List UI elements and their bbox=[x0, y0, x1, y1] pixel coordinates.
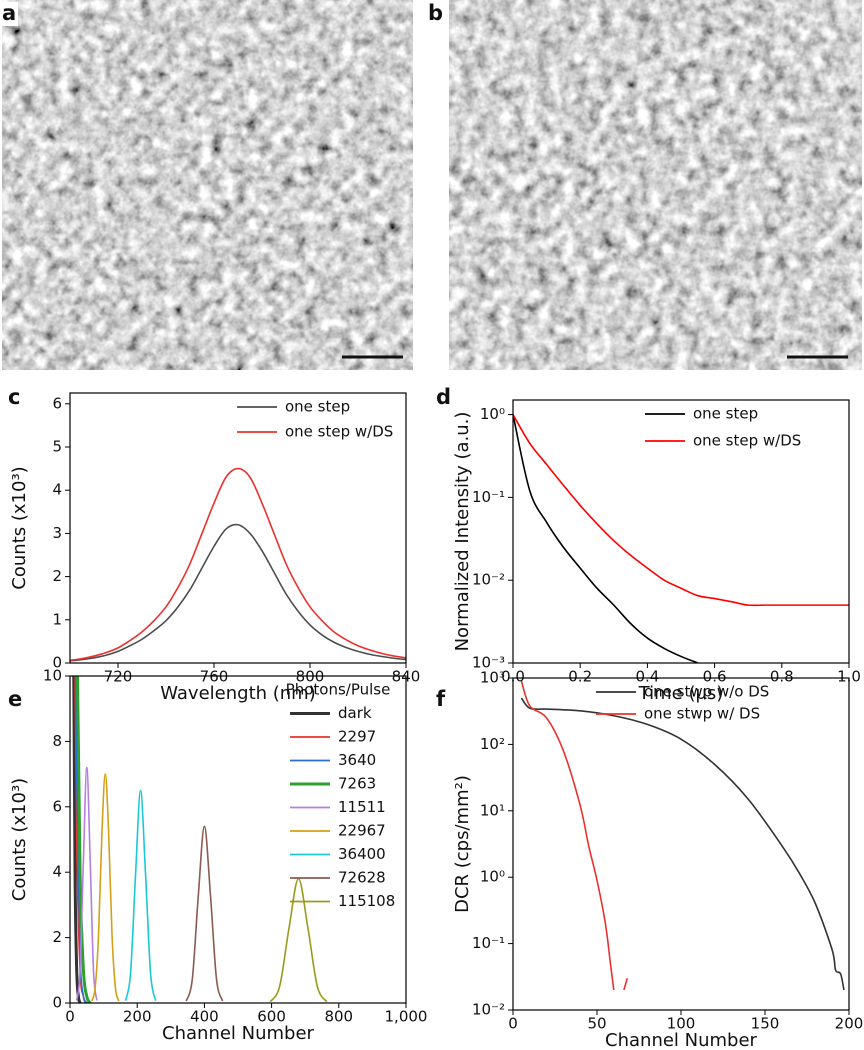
x-tick-label: 0 bbox=[508, 1015, 518, 1033]
y-tick-label: 6 bbox=[52, 797, 62, 815]
data-line bbox=[70, 467, 406, 662]
data-line bbox=[513, 414, 849, 607]
legend-label: one step bbox=[285, 398, 350, 416]
data-line bbox=[124, 789, 157, 1001]
legend-label: 2297 bbox=[338, 728, 376, 746]
legend-label: 3640 bbox=[338, 751, 376, 769]
data-line bbox=[91, 773, 120, 1002]
data-line bbox=[72, 676, 82, 1003]
legend-label: 11511 bbox=[338, 798, 386, 816]
sem-image bbox=[449, 0, 862, 370]
legend-label: 72628 bbox=[338, 869, 386, 887]
x-axis-title: Wavelength (nm) bbox=[160, 683, 316, 704]
x-tick-label: 200 bbox=[835, 1015, 864, 1033]
x-tick-label: 0.6 bbox=[703, 668, 727, 686]
data-line bbox=[269, 877, 328, 1003]
panel-label: b bbox=[428, 1, 443, 25]
data-line bbox=[520, 697, 845, 991]
y-tick-label: 10⁻¹ bbox=[472, 934, 505, 952]
y-axis-title: Normalized Intensity (a.u.) bbox=[452, 412, 473, 652]
axes-frame bbox=[69, 392, 407, 664]
x-tick-label: 0.8 bbox=[770, 668, 794, 686]
y-axis-title: Counts (x10³) bbox=[9, 466, 30, 589]
panel-label: d bbox=[436, 385, 451, 409]
x-tick-label: 200 bbox=[123, 1008, 152, 1026]
legend-label: dark bbox=[338, 704, 372, 722]
plot-area bbox=[72, 676, 328, 1003]
legend-title: Photons/Pulse bbox=[286, 681, 391, 699]
legend-label: 22967 bbox=[338, 822, 386, 840]
data-line bbox=[70, 523, 406, 662]
x-axis-title: Time (μs) bbox=[638, 683, 724, 704]
y-tick-label: 5 bbox=[52, 438, 62, 456]
x-tick-label: 400 bbox=[190, 1008, 219, 1026]
data-line bbox=[520, 680, 615, 991]
y-tick-label: 3 bbox=[52, 524, 62, 542]
x-axis-title: Channel Number bbox=[162, 1023, 315, 1044]
y-tick-label: 0 bbox=[52, 654, 62, 672]
y-tick-label: 10⁻¹ bbox=[472, 488, 505, 506]
y-tick-label: 4 bbox=[52, 481, 62, 499]
y-tick-label: 2 bbox=[52, 928, 62, 946]
x-tick-label: 800 bbox=[324, 1008, 353, 1026]
data-line bbox=[74, 676, 88, 1003]
y-tick-label: 10⁻² bbox=[472, 571, 505, 589]
data-line bbox=[623, 978, 629, 991]
panel-label: c bbox=[8, 385, 20, 409]
panel-label: a bbox=[2, 1, 16, 25]
y-tick-label: 10¹ bbox=[480, 801, 505, 819]
plot-area bbox=[513, 414, 849, 663]
label-background bbox=[0, 2, 18, 26]
x-tick-label: 50 bbox=[587, 1015, 606, 1033]
y-tick-label: 0 bbox=[52, 994, 62, 1012]
panel-label: e bbox=[8, 687, 22, 711]
x-tick-label: 600 bbox=[257, 1008, 286, 1026]
x-tick-label: 1.0 bbox=[837, 668, 861, 686]
y-tick-label: 2 bbox=[52, 567, 62, 585]
sem-image bbox=[2, 0, 413, 370]
data-line bbox=[513, 414, 699, 663]
y-tick-label: 10³ bbox=[480, 669, 505, 687]
y-tick-label: 10² bbox=[480, 735, 505, 753]
data-line bbox=[185, 825, 224, 1002]
legend-label: one step bbox=[693, 405, 758, 423]
data-line bbox=[76, 676, 92, 1003]
x-tick-label: 100 bbox=[667, 1015, 696, 1033]
panel-label: f bbox=[436, 687, 446, 711]
y-tick-label: 10 bbox=[43, 667, 62, 685]
plot-area bbox=[70, 467, 406, 662]
legend-label: one stwp w/o DS bbox=[644, 683, 769, 701]
y-tick-label: 6 bbox=[52, 394, 62, 412]
x-axis-title: Channel Number bbox=[605, 1030, 758, 1050]
plot-area bbox=[520, 680, 845, 991]
y-tick-label: 8 bbox=[52, 732, 62, 750]
y-tick-label: 10⁰ bbox=[480, 405, 505, 423]
legend-label: 7263 bbox=[338, 775, 376, 793]
legend-label: 115108 bbox=[338, 892, 395, 910]
axes-frame bbox=[69, 675, 407, 1004]
legend-label: 36400 bbox=[338, 845, 386, 863]
x-tick-label: 0.0 bbox=[501, 668, 525, 686]
label-background bbox=[426, 2, 446, 26]
y-tick-label: 4 bbox=[52, 863, 62, 881]
y-tick-label: 10⁰ bbox=[480, 868, 505, 886]
x-tick-label: 1,000 bbox=[385, 1008, 428, 1026]
y-tick-label: 10⁻² bbox=[472, 1001, 505, 1019]
y-axis-title: Counts (x10³) bbox=[9, 778, 30, 901]
x-tick-label: 0 bbox=[65, 1008, 75, 1026]
y-tick-label: 10⁻³ bbox=[472, 654, 505, 672]
x-tick-label: 0.4 bbox=[635, 668, 659, 686]
x-tick-label: 0.2 bbox=[568, 668, 592, 686]
legend-label: one step w/DS bbox=[693, 432, 801, 450]
y-axis-title: DCR (cps/mm²) bbox=[452, 775, 473, 913]
x-tick-label: 150 bbox=[751, 1015, 780, 1033]
data-line bbox=[75, 766, 98, 1001]
legend-label: one step w/DS bbox=[285, 423, 393, 441]
y-tick-label: 1 bbox=[52, 610, 62, 628]
axes-frame bbox=[512, 399, 850, 664]
axes-frame bbox=[512, 677, 850, 1011]
legend-label: one stwp w/ DS bbox=[644, 705, 760, 723]
